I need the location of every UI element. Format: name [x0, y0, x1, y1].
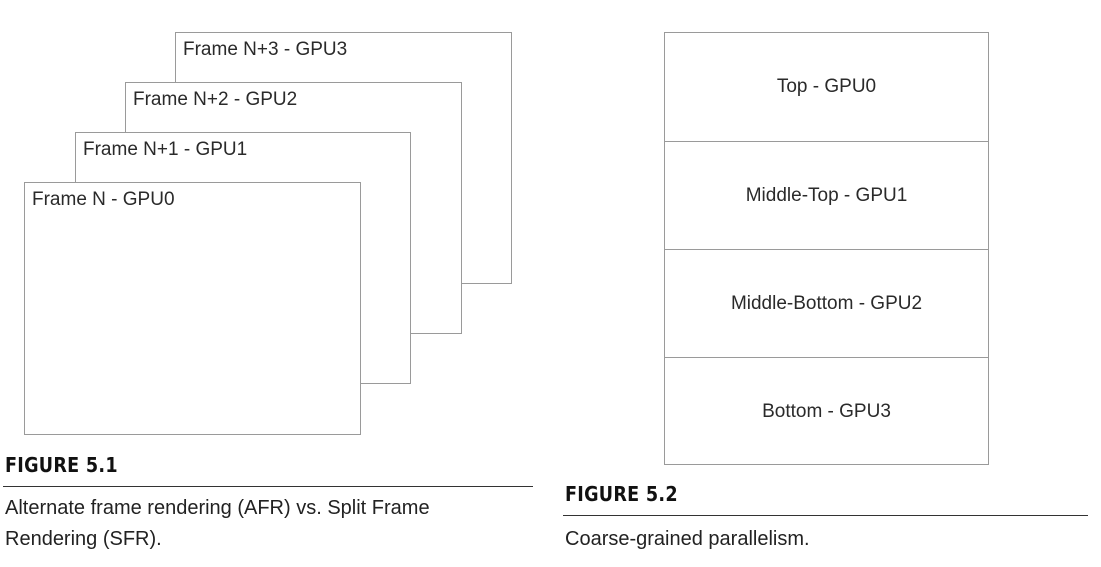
sfr-band-label: Middle-Bottom - GPU2 — [730, 292, 923, 314]
sfr-band-top: Top - GPU0 — [665, 33, 988, 141]
figure-1-title: FIGURE 5.1 — [5, 453, 118, 477]
frame-label: Frame N - GPU0 — [32, 189, 175, 210]
frame-label: Frame N+2 - GPU2 — [133, 89, 298, 110]
sfr-band-label: Middle-Top - GPU1 — [745, 184, 908, 206]
sfr-diagram: Top - GPU0 Middle-Top - GPU1 Middle-Bott… — [664, 32, 989, 465]
sfr-band-middle-top: Middle-Top - GPU1 — [665, 141, 988, 249]
figure-2-title: FIGURE 5.2 — [565, 482, 678, 506]
sfr-band-label: Top - GPU0 — [776, 76, 877, 97]
sfr-band-label: Bottom - GPU3 — [762, 400, 891, 422]
sfr-band-middle-bottom: Middle-Bottom - GPU2 — [665, 249, 988, 357]
frame-label: Frame N+3 - GPU3 — [183, 39, 348, 60]
frame-n: Frame N - GPU0 — [24, 182, 361, 435]
figure-2-caption: Coarse-grained parallelism. — [565, 528, 810, 550]
figure-1-caption: Alternate frame rendering (AFR) vs. Spli… — [5, 497, 430, 550]
frame-label: Frame N+1 - GPU1 — [83, 139, 248, 160]
figure-1-rule — [3, 486, 533, 487]
figure-2-rule — [563, 515, 1088, 516]
sfr-band-bottom: Bottom - GPU3 — [665, 357, 988, 465]
